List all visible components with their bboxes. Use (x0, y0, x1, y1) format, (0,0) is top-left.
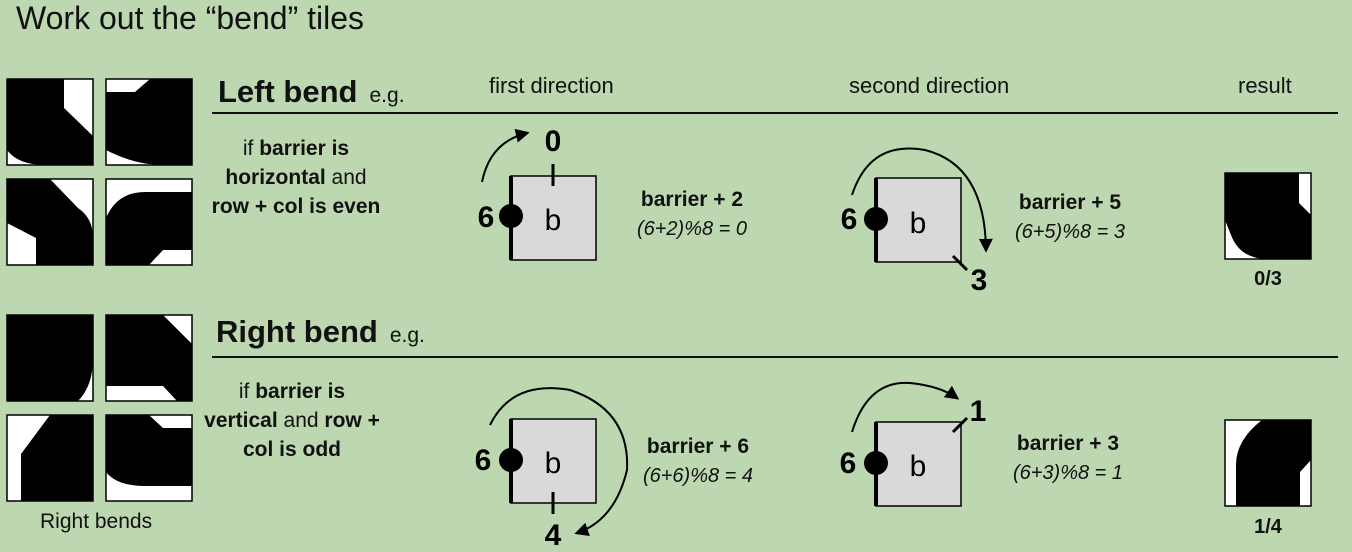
formula-text: barrier + 3 (1016, 432, 1120, 455)
cond-bold: barrier is horizontal (225, 137, 350, 189)
left-bend-title: Left bend (218, 74, 358, 109)
cond-bold: row + col is odd (242, 409, 380, 461)
right-bend-rule (212, 356, 1338, 358)
left-bend-condition: if barrier is horizontal and row + col i… (206, 134, 386, 221)
left-bend-rule (212, 112, 1338, 114)
end-label: 1 (970, 395, 987, 428)
end-label: 3 (971, 264, 988, 297)
left-result-label: 0/3 (1254, 268, 1282, 290)
right-bend-heading: Right bend e.g. (216, 314, 425, 350)
start-label: 6 (478, 201, 495, 234)
right-first-diagram: 6 b 4 (475, 387, 629, 552)
left-result-tile (1224, 172, 1312, 260)
left-bend-tile (105, 178, 193, 266)
formula-calc: (6+2)%8 = 0 (636, 218, 748, 240)
cond-bold: row + col is even (211, 195, 381, 218)
end-label: 4 (545, 519, 562, 552)
tile-box (875, 421, 962, 507)
formula-calc: (6+3)%8 = 1 (1012, 462, 1124, 484)
box-label: b (545, 204, 562, 237)
formula-calc: (6+5)%8 = 3 (1014, 221, 1126, 243)
cond-text: if (238, 380, 256, 403)
start-label: 6 (841, 203, 858, 236)
tile-box (510, 418, 597, 504)
left-bend-tile (105, 78, 193, 166)
left-bend-heading: Left bend e.g. (218, 74, 405, 110)
left-bend-tiles (6, 78, 193, 266)
cond-text: if (242, 137, 260, 160)
header-first-direction: first direction (489, 73, 614, 98)
formula-calc: (6+6)%8 = 4 (642, 465, 754, 487)
right-bend-eg: e.g. (389, 324, 425, 347)
end-label: 0 (545, 125, 562, 158)
direction-arrow (489, 387, 629, 536)
formula-text: barrier + 2 (640, 188, 744, 211)
left-first-formula: barrier + 2 (6+2)%8 = 0 (622, 188, 762, 241)
cond-bold: barrier is vertical (204, 380, 346, 432)
page-title: Work out the “bend” tiles (16, 0, 365, 36)
box-label: b (545, 447, 562, 480)
direction-arrow (851, 147, 993, 253)
left-bend-tile (6, 78, 94, 166)
right-bend-tile (105, 414, 193, 502)
right-second-formula: barrier + 3 (6+3)%8 = 1 (998, 432, 1138, 485)
start-label: 6 (840, 447, 857, 480)
exit-tick (951, 254, 969, 272)
right-bend-tiles (6, 314, 193, 502)
right-bends-caption: Right bends (40, 510, 153, 533)
start-dot (864, 451, 888, 475)
exit-tick (951, 416, 969, 434)
direction-arrow (851, 381, 960, 433)
tile-box (510, 175, 597, 261)
left-bend-tile (6, 178, 94, 266)
box-label: b (910, 450, 927, 483)
formula-text: barrier + 5 (1018, 191, 1122, 214)
right-bend-title: Right bend (216, 314, 378, 349)
left-first-diagram: 6 b 0 (478, 125, 597, 261)
cond-text: and (277, 409, 325, 432)
left-second-diagram: 6 b 3 (841, 147, 993, 297)
right-result-tile (1224, 419, 1312, 507)
header-result: result (1238, 73, 1292, 98)
right-result-label: 1/4 (1254, 516, 1282, 538)
start-dot (499, 448, 523, 472)
direction-arrow (481, 128, 530, 183)
start-dot (864, 207, 888, 231)
box-label: b (910, 207, 927, 240)
right-second-diagram: 6 b 1 (840, 381, 987, 507)
right-bend-tile (6, 414, 94, 502)
cond-text: and (325, 166, 367, 189)
left-bend-eg: e.g. (369, 84, 405, 107)
right-bend-condition: if barrier is vertical and row + col is … (202, 377, 382, 464)
right-bend-tile (6, 314, 94, 402)
formula-text: barrier + 6 (646, 435, 750, 458)
right-first-formula: barrier + 6 (6+6)%8 = 4 (628, 435, 768, 488)
start-dot (499, 204, 523, 228)
right-bend-tile (105, 314, 193, 402)
start-label: 6 (475, 444, 492, 477)
left-second-formula: barrier + 5 (6+5)%8 = 3 (1000, 191, 1140, 244)
tile-box (875, 177, 962, 263)
header-second-direction: second direction (849, 73, 1010, 98)
